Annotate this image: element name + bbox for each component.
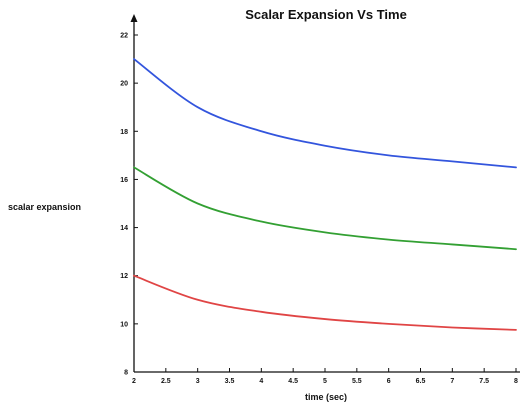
y-axis-label: scalar expansion xyxy=(8,202,81,212)
y-tick-label: 20 xyxy=(120,81,128,88)
x-tick-label: 4 xyxy=(259,378,263,385)
y-tick-label: 10 xyxy=(120,321,128,328)
y-tick-label: 16 xyxy=(120,177,128,184)
x-tick-label: 3 xyxy=(196,378,200,385)
x-tick-label: 7.5 xyxy=(479,378,489,385)
y-tick-label: 22 xyxy=(120,33,128,40)
x-tick-label: 8 xyxy=(514,378,518,385)
x-tick-label: 2.5 xyxy=(161,378,171,385)
y-tick-label: 8 xyxy=(124,370,128,377)
x-tick-label: 3.5 xyxy=(225,378,235,385)
x-tick-label: 5.5 xyxy=(352,378,362,385)
x-tick-label: 6.5 xyxy=(416,378,426,385)
x-tick-label: 6 xyxy=(387,378,391,385)
series-line-2 xyxy=(133,166,517,251)
series-line-1 xyxy=(133,58,517,169)
y-tick-label: 12 xyxy=(120,273,128,280)
y-axis-arrow xyxy=(130,14,138,22)
x-tick-label: 4.5 xyxy=(288,378,298,385)
y-tick-label: 14 xyxy=(120,225,128,232)
x-tick-label: 5 xyxy=(323,378,327,385)
x-tick-label: 2 xyxy=(132,378,136,385)
series-line-3 xyxy=(133,274,517,331)
y-tick-label: 18 xyxy=(120,129,128,136)
x-axis-label: time (sec) xyxy=(305,392,347,402)
chart-title: Scalar Expansion Vs Time xyxy=(245,7,407,22)
x-tick-label: 7 xyxy=(450,378,454,385)
series-lines xyxy=(133,58,517,331)
